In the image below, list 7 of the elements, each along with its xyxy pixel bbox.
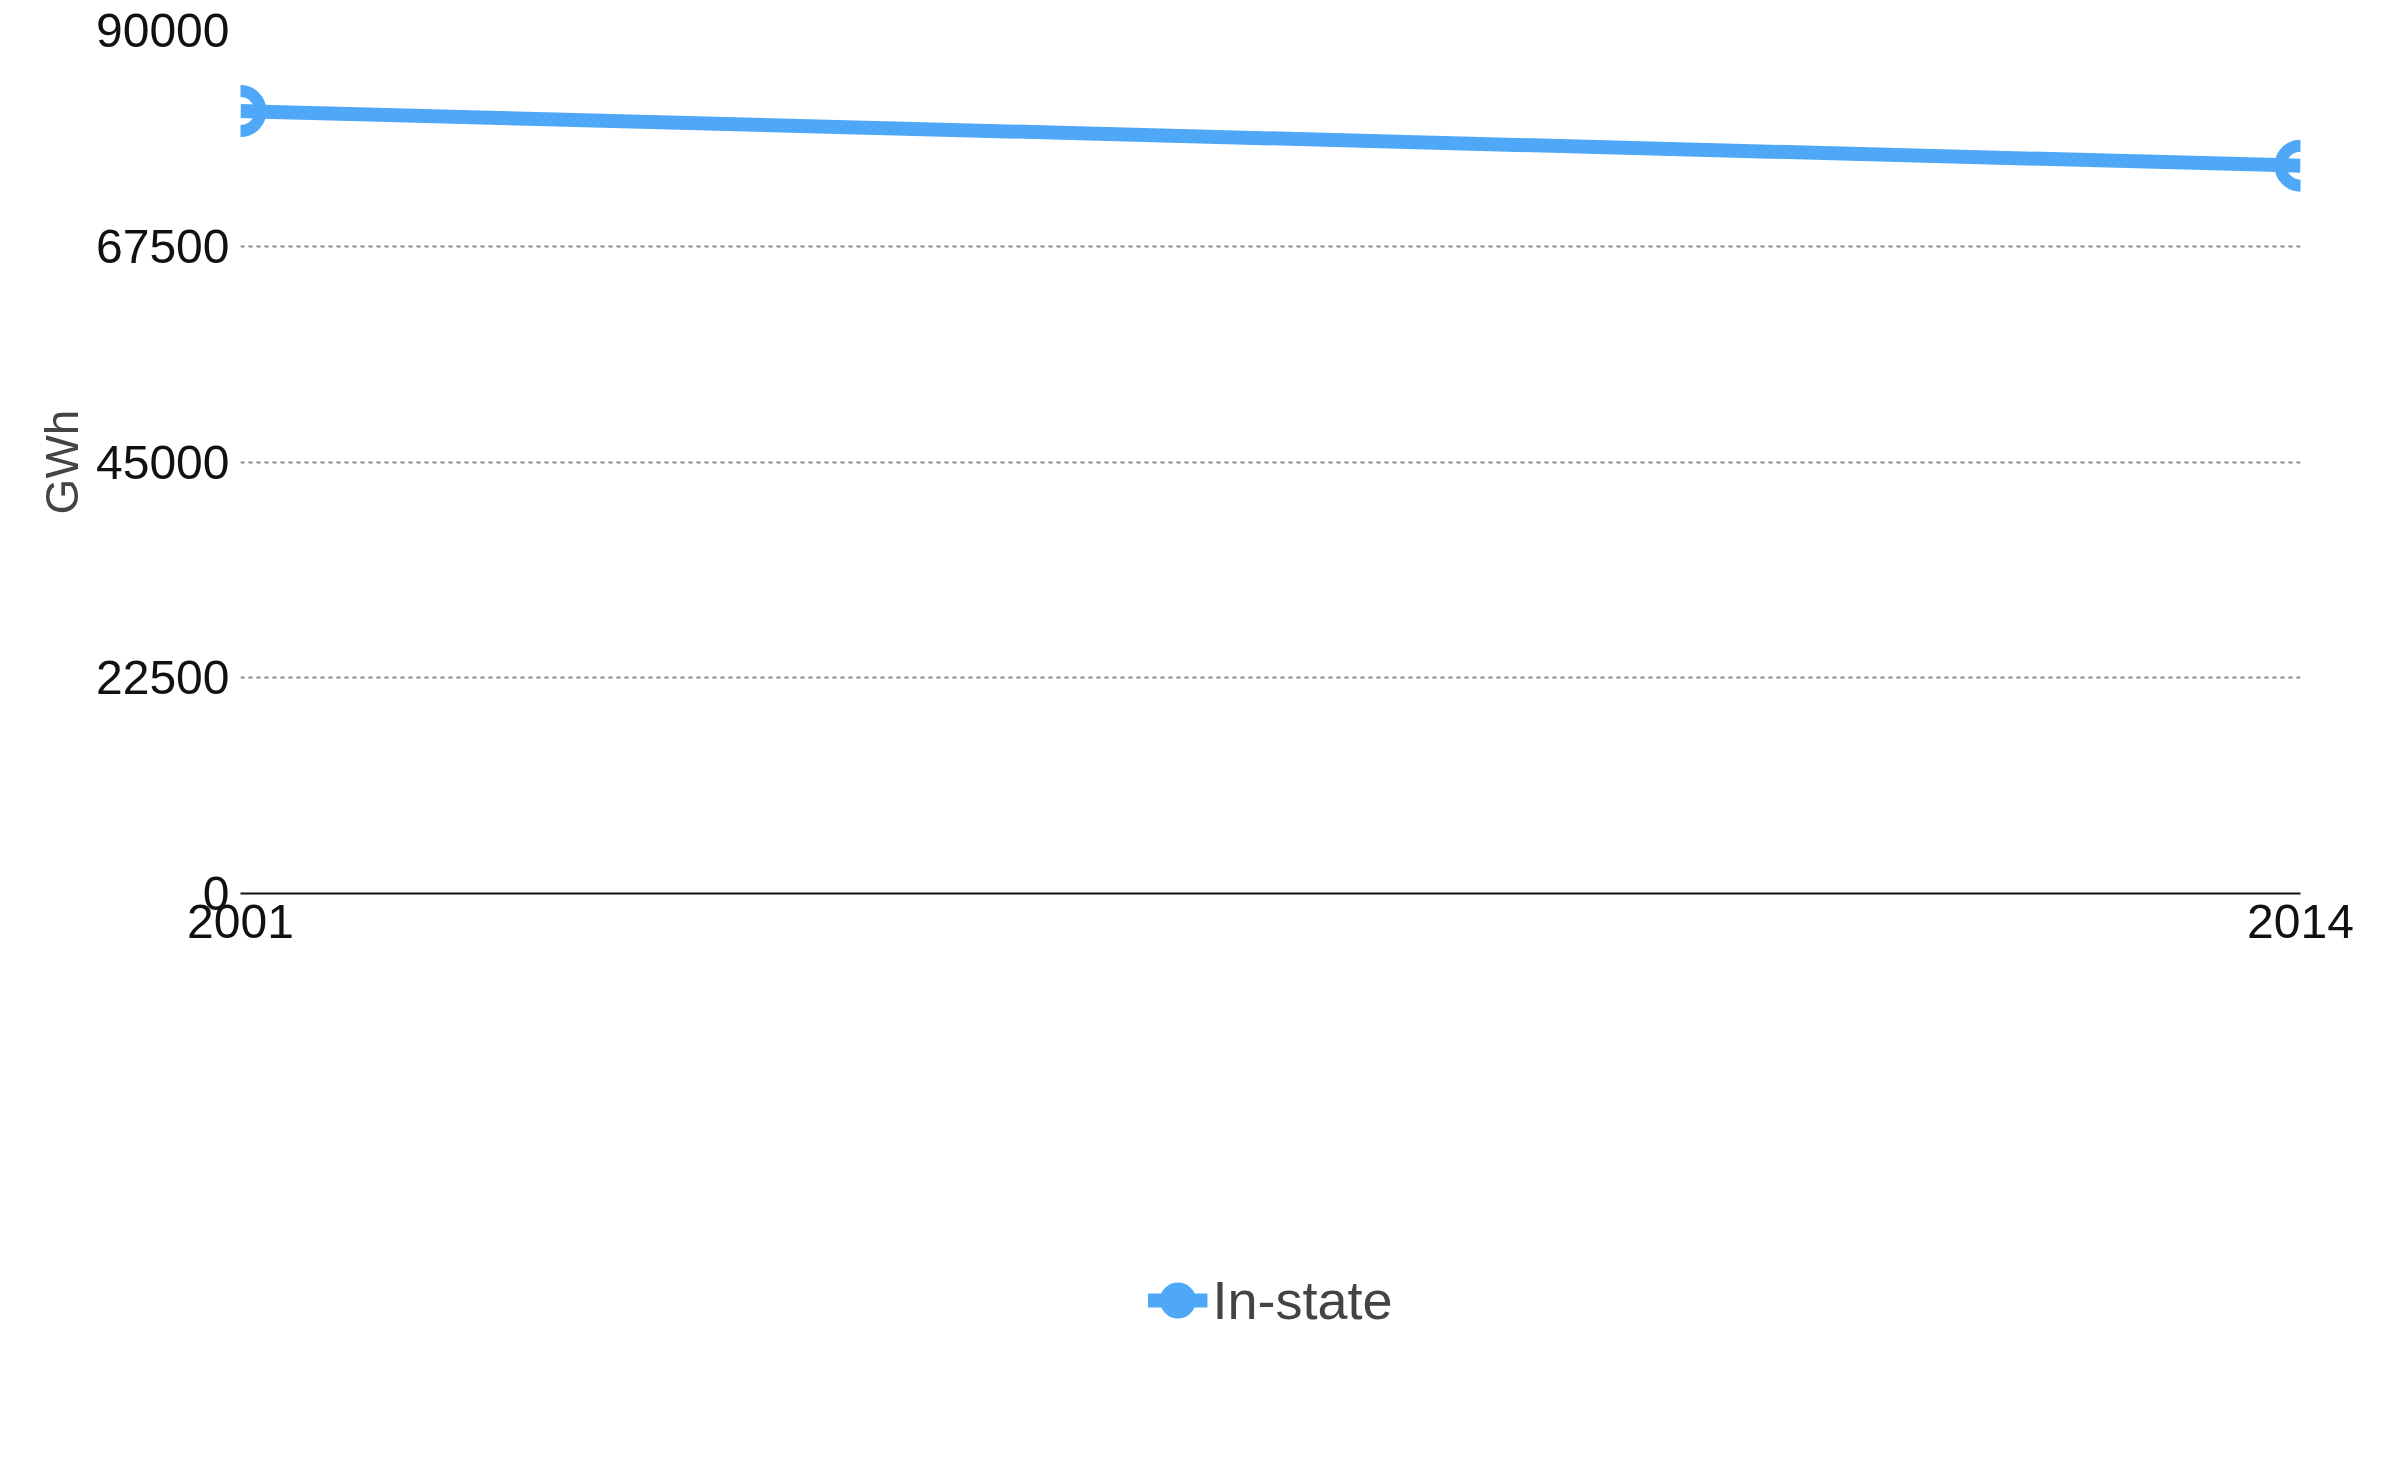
y-tick-label: 22500 [96, 651, 230, 705]
y-tick-label: 45000 [96, 435, 230, 489]
y-axis-title: GWh [36, 409, 89, 515]
y-tick-label: 67500 [96, 219, 230, 273]
y-tick-label: 90000 [96, 4, 230, 57]
x-tick-label: 2014 [2247, 894, 2354, 948]
legend-label: In-state [1212, 1268, 1393, 1331]
